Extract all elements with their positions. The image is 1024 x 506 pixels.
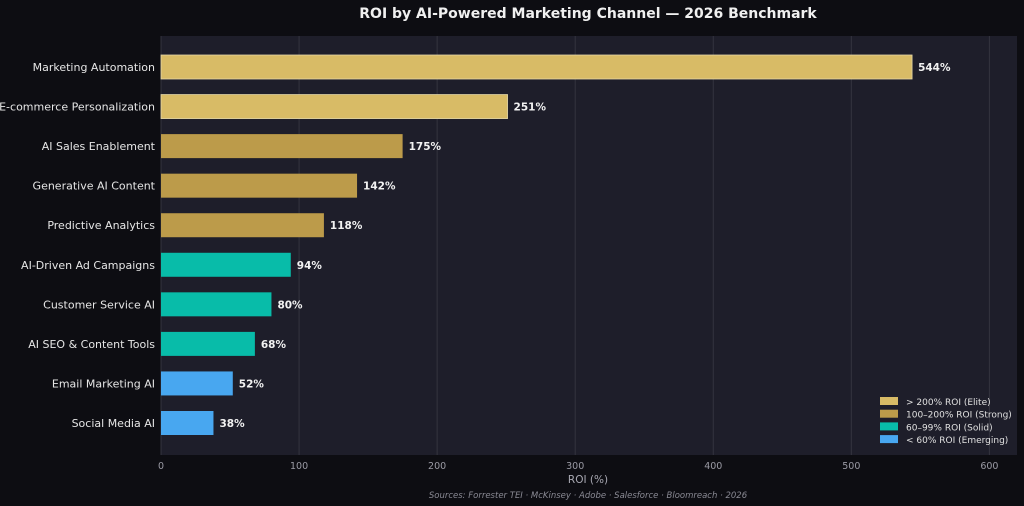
legend-label: 60–99% ROI (Solid) xyxy=(906,423,993,433)
x-tick-label: 200 xyxy=(428,461,446,472)
bar xyxy=(161,292,272,317)
legend: > 200% ROI (Elite) 100–200% ROI (Strong) 6… xyxy=(880,397,1012,446)
bar-value-label: 544% xyxy=(918,62,951,74)
category-label: Customer Service AI xyxy=(43,298,155,311)
x-tick-label: 400 xyxy=(704,461,722,472)
value-labels: 544% 251% 175% 142% 118% 94% 80% 68% 52% 38% xyxy=(219,62,951,430)
legend-label: 100–200% ROI (Strong) xyxy=(906,411,1012,421)
x-tick-labels: 0 100 200 300 400 500 600 xyxy=(158,461,998,472)
x-tick-label: 100 xyxy=(290,461,308,472)
category-label: AI SEO & Content Tools xyxy=(28,338,155,351)
x-tick-label: 600 xyxy=(980,461,998,472)
bar xyxy=(161,411,214,435)
legend-label: < 60% ROI (Emerging) xyxy=(906,436,1008,446)
x-tick-label: 300 xyxy=(566,461,584,472)
legend-swatch xyxy=(880,409,898,418)
category-label: AI-Driven Ad Campaigns xyxy=(21,259,155,272)
bar-value-label: 68% xyxy=(261,339,287,351)
bar-value-label: 94% xyxy=(297,260,323,272)
bar-value-label: 38% xyxy=(219,418,245,430)
bar xyxy=(161,371,233,396)
bar-value-label: 52% xyxy=(239,378,265,390)
category-label: AI Sales Enablement xyxy=(42,140,156,153)
bar-value-label: 80% xyxy=(277,299,303,311)
bar-value-label: 142% xyxy=(363,181,396,193)
source-note: Sources: Forrester TEI · McKinsey · Adob… xyxy=(429,491,748,501)
bar xyxy=(160,94,508,119)
bar xyxy=(160,54,913,80)
legend-swatch xyxy=(880,397,898,405)
x-tick-label: 0 xyxy=(158,461,164,472)
category-label: E-commerce Personalization xyxy=(0,101,155,114)
bar-value-label: 118% xyxy=(330,220,363,232)
bar xyxy=(161,213,324,238)
bar xyxy=(161,252,291,277)
category-label: Marketing Automation xyxy=(33,61,155,74)
bar xyxy=(161,134,403,159)
bar xyxy=(161,173,358,198)
category-label: Predictive Analytics xyxy=(47,219,155,232)
bar xyxy=(161,331,255,356)
x-axis-label: ROI (%) xyxy=(568,474,608,486)
bar-value-label: 175% xyxy=(409,141,442,153)
bars xyxy=(160,54,913,435)
legend-swatch xyxy=(880,435,898,444)
category-labels: Marketing Automation E-commerce Personali… xyxy=(0,61,156,430)
legend-label: > 200% ROI (Elite) xyxy=(906,398,991,408)
category-label: Email Marketing AI xyxy=(52,377,155,390)
legend-swatch xyxy=(880,422,898,431)
chart-title: ROI by AI-Powered Marketing Channel — 20… xyxy=(359,6,817,22)
category-label: Generative AI Content xyxy=(33,180,156,193)
x-tick-label: 500 xyxy=(842,461,860,472)
bar-value-label: 251% xyxy=(514,102,547,114)
category-label: Social Media AI xyxy=(72,417,155,430)
